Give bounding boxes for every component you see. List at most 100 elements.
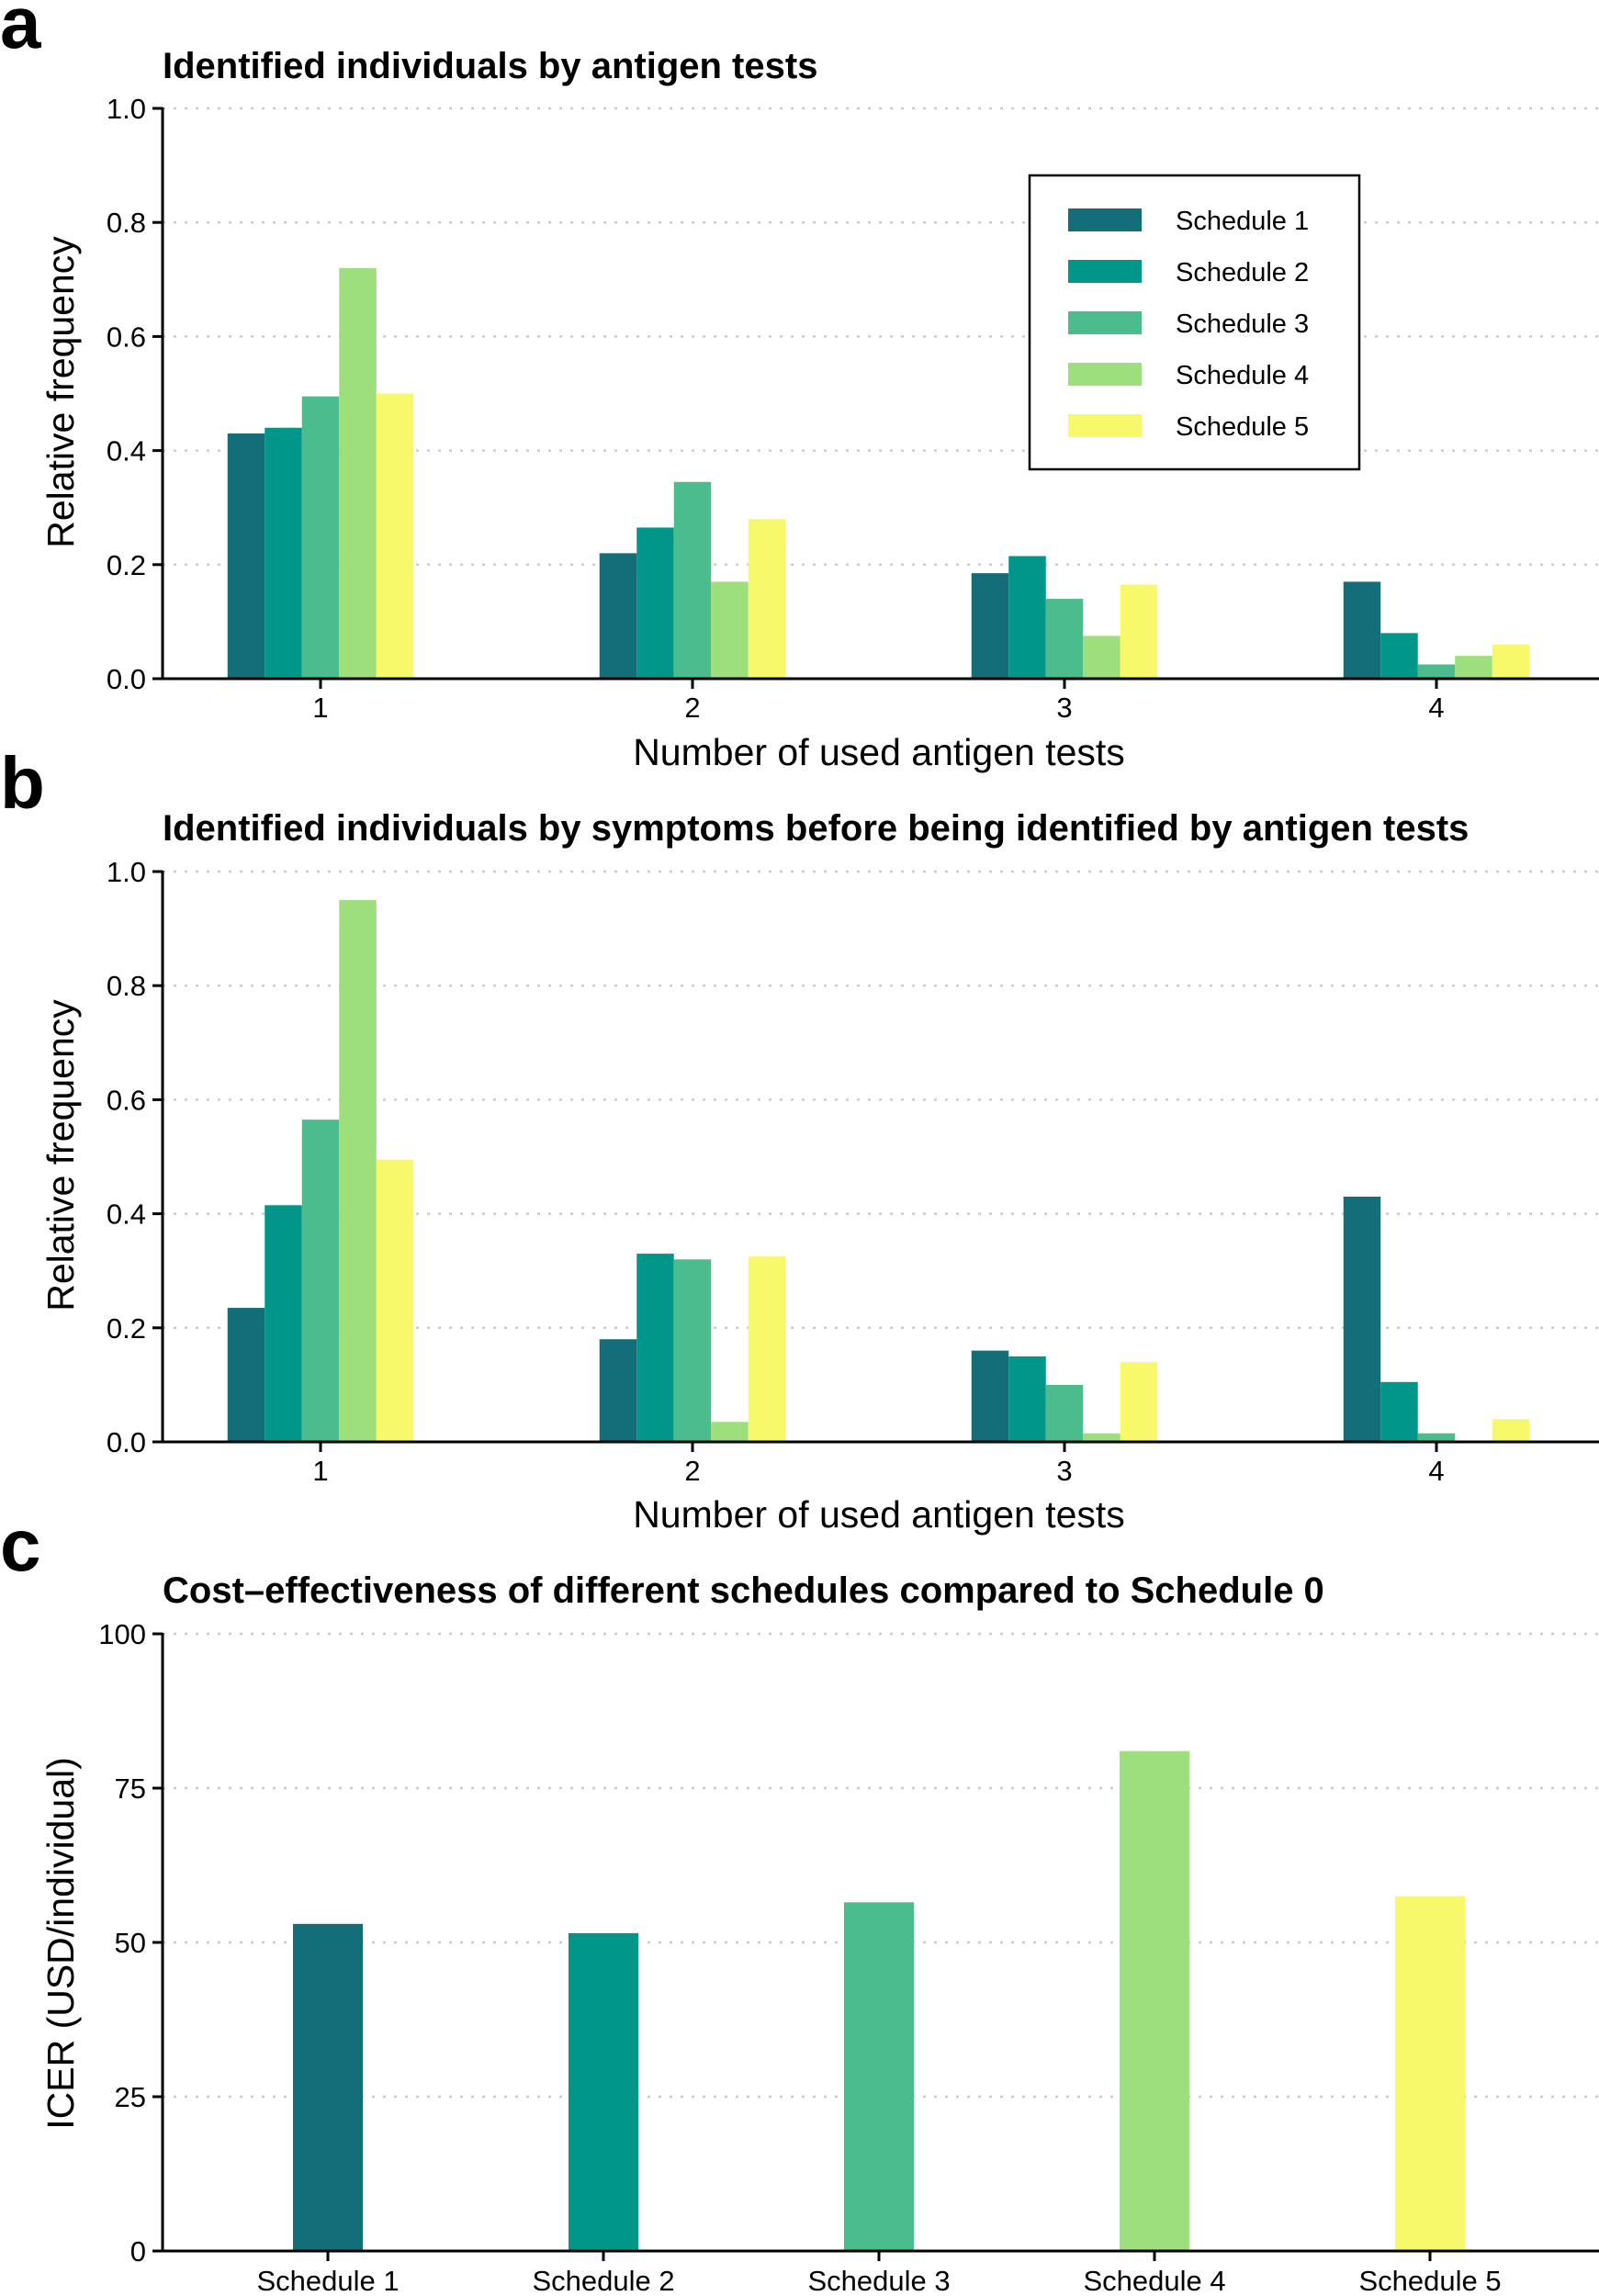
y-tick-label: 0.6	[107, 321, 146, 353]
panel-letter-b: b	[0, 742, 45, 824]
bar-schedule-4-tests-1	[339, 900, 377, 1442]
y-tick-label: 0.2	[107, 549, 146, 581]
x-tick-label: Schedule 5	[1358, 2265, 1501, 2296]
y-tick-label: 0.8	[107, 970, 146, 1002]
bar-schedule-5	[1395, 1896, 1465, 2251]
x-tick-label: Schedule 4	[1083, 2265, 1225, 2296]
panel-b-title: Identified individuals by symptoms befor…	[163, 808, 1469, 849]
panel-b-plot: 0.0 0.2 0.4 0.6 0.8 1.0 1 2 3 4	[107, 856, 1599, 1487]
legend-label-schedule-1: Schedule 1	[1176, 207, 1309, 236]
y-tick-label: 0.6	[107, 1084, 146, 1116]
bar-schedule-1-tests-3	[971, 573, 1009, 679]
bar-schedule-5-tests-3	[1120, 1362, 1158, 1442]
legend-swatch-schedule-1	[1068, 208, 1142, 231]
bar-schedule-2-tests-2	[636, 527, 674, 679]
bar-schedule-4-tests-2	[711, 1422, 749, 1442]
panel-a-plot: 0.0 0.2 0.4 0.6 0.8 1.0 1 2 3 4	[107, 93, 1599, 724]
legend: Schedule 1 Schedule 2 Schedule 3 Schedul…	[1028, 174, 1361, 471]
bar-schedule-1-tests-2	[599, 553, 637, 679]
panel-letter-a: a	[0, 0, 41, 63]
bar-schedule-2-tests-2	[636, 1254, 674, 1442]
panel-a-x-axis-label: Number of used antigen tests	[633, 731, 1125, 773]
bar-schedule-5-tests-4	[1492, 644, 1530, 679]
x-tick-label: 1	[312, 1455, 328, 1487]
bar-schedule-3-tests-4	[1417, 1433, 1456, 1442]
legend-swatch-schedule-3	[1068, 311, 1142, 334]
bar-schedule-1-tests-2	[599, 1339, 637, 1442]
bar-schedule-2-tests-3	[1008, 556, 1046, 679]
legend-label-schedule-2: Schedule 2	[1176, 258, 1309, 287]
bar-schedule-3-tests-1	[301, 1120, 340, 1442]
bar-schedule-3-tests-1	[301, 396, 340, 679]
x-tick-label: Schedule 1	[256, 2265, 399, 2296]
x-tick-label: Schedule 2	[532, 2265, 674, 2296]
y-tick-label: 75	[115, 1773, 146, 1805]
y-tick-label: 0.0	[107, 663, 146, 695]
bar-schedule-1-tests-1	[227, 433, 265, 679]
panel-b-x-axis-label: Number of used antigen tests	[633, 1493, 1125, 1536]
bar-schedule-2-tests-4	[1380, 1381, 1418, 1442]
bar-schedule-1-tests-4	[1343, 1196, 1381, 1442]
legend-label-schedule-3: Schedule 3	[1176, 310, 1309, 339]
bar-schedule-5-tests-2	[748, 1256, 786, 1442]
bar-schedule-4-tests-3	[1083, 1433, 1120, 1442]
panel-c: c Cost–effectiveness of different schedu…	[0, 1504, 1599, 2296]
legend-swatch-schedule-4	[1068, 363, 1142, 386]
y-tick-label: 0.8	[107, 207, 146, 239]
bar-schedule-4	[1120, 1750, 1189, 2251]
legend-swatch-schedule-2	[1068, 260, 1142, 283]
bar-schedule-1-tests-3	[971, 1350, 1009, 1442]
legend-swatch-schedule-5	[1068, 414, 1142, 437]
bar-schedule-3-tests-2	[673, 1259, 712, 1442]
x-tick-label: 3	[1056, 1455, 1072, 1487]
y-tick-label: 100	[98, 1618, 146, 1650]
bar-schedule-5-tests-2	[748, 519, 786, 679]
bar-schedule-3-tests-3	[1045, 1384, 1084, 1442]
y-tick-label: 0.4	[107, 435, 146, 467]
y-tick-label: 25	[115, 2081, 146, 2113]
bar-schedule-5-tests-3	[1120, 584, 1158, 679]
panel-c-y-axis-label: ICER (USD/individual)	[39, 1757, 82, 2130]
y-tick-label: 0.0	[107, 1426, 146, 1458]
bar-schedule-4-tests-2	[711, 581, 749, 679]
bar-schedule-2-tests-3	[1008, 1356, 1046, 1442]
panel-a-title: Identified individuals by antigen tests	[163, 46, 817, 86]
y-tick-label: 1.0	[107, 93, 146, 125]
y-tick-label: 50	[115, 1927, 146, 1959]
bar-schedule-2	[569, 1932, 638, 2251]
bar-schedule-1-tests-1	[227, 1308, 265, 1442]
panel-b-y-axis-label: Relative frequency	[39, 999, 82, 1311]
bar-schedule-4-tests-3	[1083, 636, 1120, 679]
x-tick-label: 2	[684, 692, 700, 724]
bar-schedule-1-tests-4	[1343, 581, 1381, 679]
bar-schedule-2-tests-1	[265, 1205, 302, 1442]
bar-schedule-3-tests-4	[1417, 664, 1456, 679]
bar-schedule-2-tests-4	[1380, 633, 1418, 679]
bar-schedule-2-tests-1	[265, 427, 302, 679]
y-tick-label: 0	[130, 2235, 146, 2268]
bar-schedule-5-tests-4	[1492, 1419, 1530, 1442]
bar-schedule-3	[844, 1902, 914, 2251]
y-tick-label: 0.4	[107, 1199, 146, 1231]
panel-a-y-axis-label: Relative frequency	[39, 236, 82, 548]
bar-schedule-3-tests-2	[673, 481, 712, 679]
x-tick-label: 2	[684, 1455, 700, 1487]
legend-label-schedule-5: Schedule 5	[1176, 412, 1309, 442]
y-tick-label: 1.0	[107, 856, 146, 888]
bar-schedule-1	[293, 1923, 363, 2251]
panel-b: b Identified individuals by symptoms bef…	[0, 742, 1599, 1536]
x-tick-label: 1	[312, 692, 328, 724]
x-tick-label: 4	[1428, 692, 1444, 724]
bar-schedule-5-tests-1	[376, 393, 414, 679]
x-tick-label: 4	[1428, 1455, 1444, 1487]
legend-label-schedule-4: Schedule 4	[1176, 361, 1309, 390]
bar-schedule-5-tests-1	[376, 1159, 414, 1442]
panel-c-plot: 0 25 50 75 100 Schedule 1 Schedule 2 Schedule 3…	[98, 1618, 1599, 2296]
x-tick-label: Schedule 3	[807, 2265, 950, 2296]
panel-c-title: Cost–effectiveness of different schedule…	[163, 1570, 1324, 1611]
bar-schedule-4-tests-4	[1455, 656, 1492, 679]
bar-schedule-3-tests-3	[1045, 599, 1084, 679]
panel-a: a Identified individuals by antigen test…	[0, 0, 1599, 773]
bar-schedule-4-tests-1	[339, 267, 377, 679]
